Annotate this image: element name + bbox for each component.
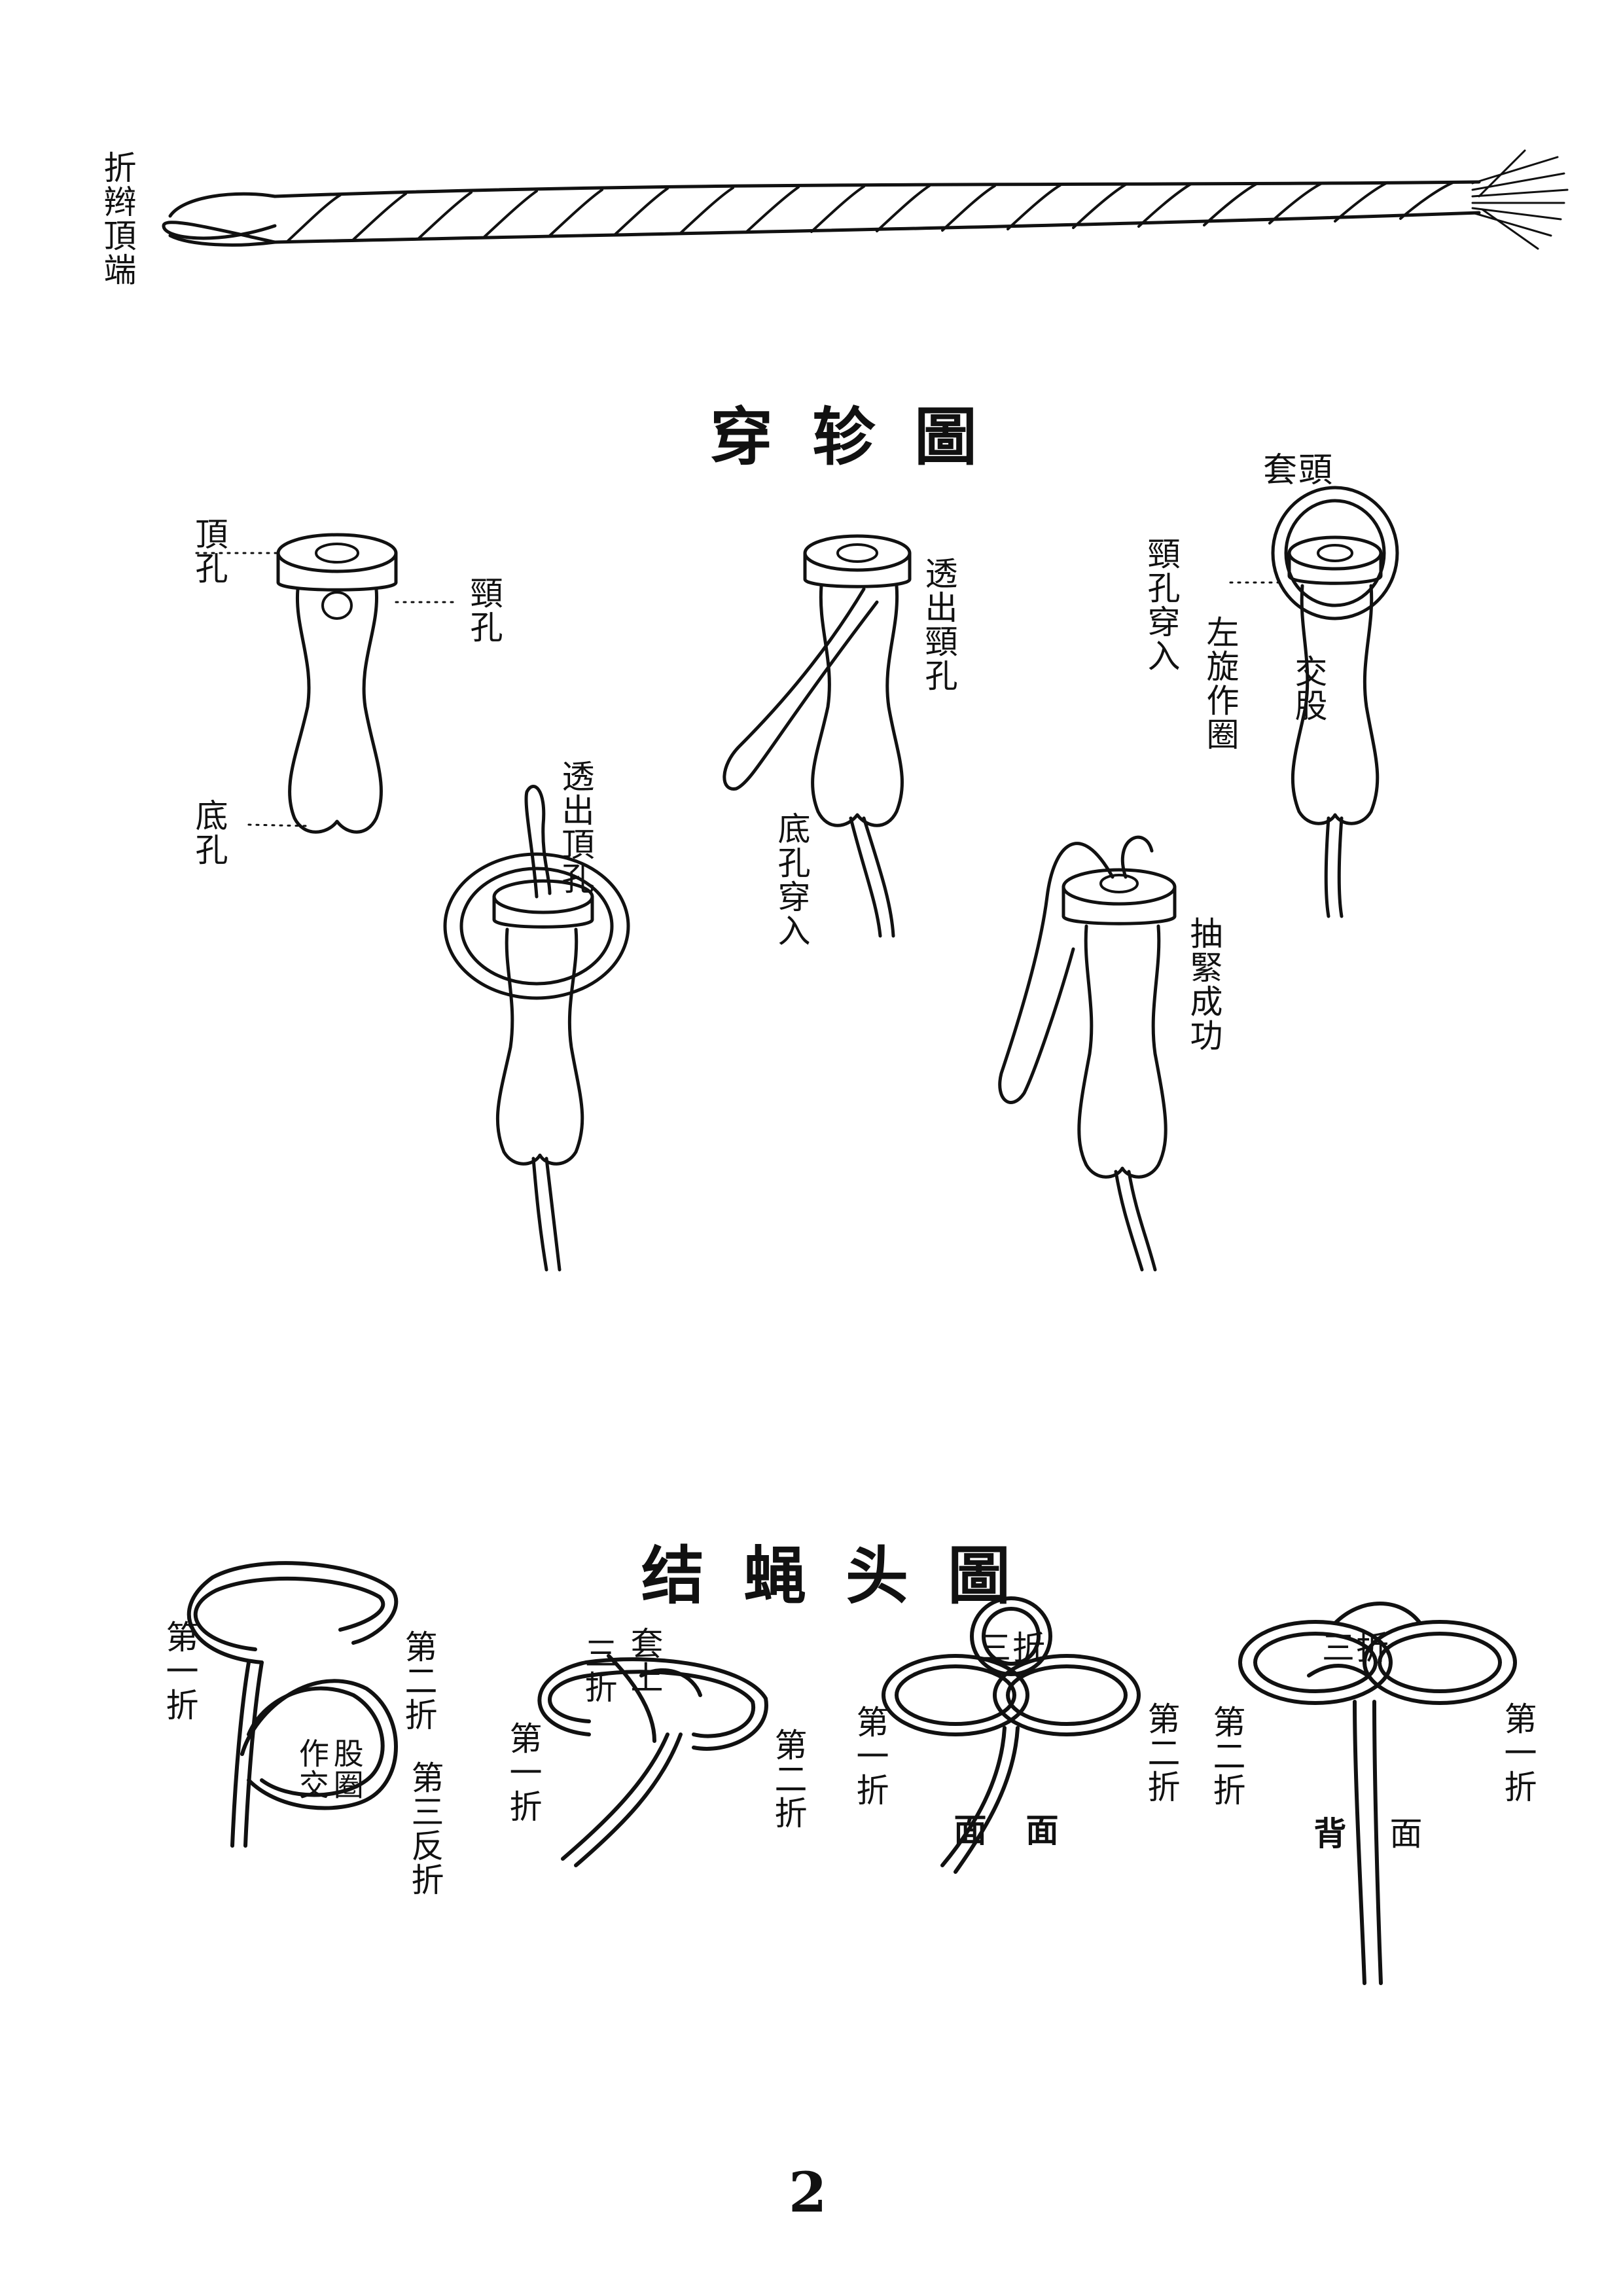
top-rope	[162, 149, 1569, 250]
label-bottom-hole: 底孔	[190, 798, 228, 867]
section1-title: 穿轸圖	[710, 400, 1016, 474]
label-neck-in: 頸孔穿入	[1142, 537, 1181, 673]
label-neck-hole: 頸孔	[465, 576, 503, 644]
peg-1	[195, 533, 459, 834]
knot-2	[537, 1654, 768, 1867]
knot-3	[882, 1596, 1141, 1874]
section2-title: 结蝇头圖	[641, 1539, 1050, 1613]
page-number: 2	[789, 2160, 827, 2225]
label-k3-first: 第一折	[851, 1705, 889, 1807]
label-k2-third: 三折	[579, 1636, 618, 1704]
label-k2-loop: 套上	[625, 1626, 664, 1695]
top-rope-label: 折辫頂端	[98, 151, 137, 287]
label-k4-third: 三折	[1322, 1629, 1390, 1667]
peg-4	[443, 785, 630, 1272]
knot-4	[1238, 1602, 1517, 1985]
label-k4-face: 面	[1384, 1816, 1423, 1850]
label-k1-first: 第一折	[160, 1620, 199, 1722]
label-k3-second: 第二折	[1142, 1702, 1181, 1804]
label-k4-first: 第一折	[1499, 1702, 1537, 1804]
label-k1-third: 第三反折	[406, 1761, 444, 1897]
label-neck-out: 透出頸孔	[919, 556, 958, 692]
peg-5	[998, 835, 1177, 1272]
label-k4-second: 第二折	[1207, 1705, 1246, 1807]
label-k1-cross: 作交股圈	[294, 1738, 365, 1801]
label-left-loop: 左旋作圈	[1201, 615, 1240, 751]
label-loop-head: 套頭	[1263, 451, 1334, 490]
label-k2-first: 第一折	[504, 1721, 543, 1823]
peg-3	[1229, 486, 1399, 918]
label-top-out: 透出頂孔	[556, 759, 595, 895]
label-k1-second: 第二折	[399, 1630, 438, 1732]
label-bottom-in: 底孔穿入	[772, 812, 811, 948]
peg-2	[722, 534, 912, 938]
label-k3-third: 三折	[978, 1629, 1046, 1667]
label-k3-face-a: 面	[948, 1813, 988, 1847]
label-k2-second: 第二折	[769, 1728, 808, 1830]
label-cross: 交股	[1289, 655, 1328, 723]
knot-1	[187, 1561, 399, 1848]
label-k4-back: 背	[1308, 1816, 1347, 1850]
label-pull-tight: 抽緊成功	[1185, 916, 1223, 1052]
label-k3-face-b: 面	[1020, 1813, 1060, 1847]
label-top-hole: 頂孔	[190, 517, 228, 585]
